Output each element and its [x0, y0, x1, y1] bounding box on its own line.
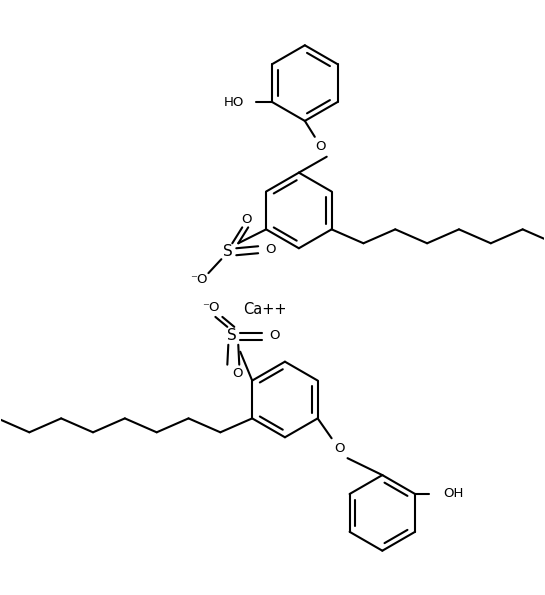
Text: O: O — [241, 213, 251, 226]
Text: O: O — [269, 329, 280, 342]
Text: O: O — [316, 140, 326, 154]
Text: O: O — [232, 367, 243, 380]
Text: O: O — [265, 243, 275, 256]
Text: O: O — [334, 441, 345, 455]
Text: Ca++: Ca++ — [243, 302, 287, 318]
Text: ⁻O: ⁻O — [190, 273, 207, 286]
Text: ⁻O: ⁻O — [202, 302, 219, 314]
Text: HO: HO — [224, 96, 244, 108]
Text: S: S — [223, 244, 233, 259]
Text: S: S — [227, 328, 237, 343]
Text: OH: OH — [443, 487, 463, 500]
